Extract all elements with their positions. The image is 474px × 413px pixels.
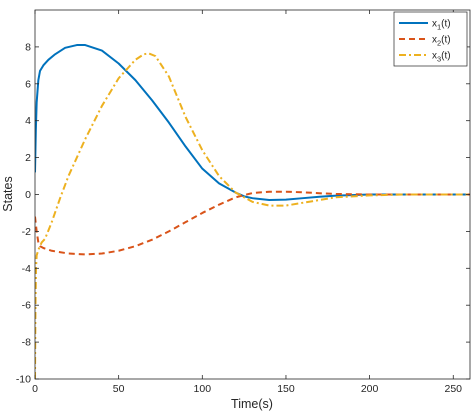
legend-label-3: x3(t) xyxy=(432,51,451,64)
axes-layer: 0 50 100 150 200 250 -10 -8 -6 -4 -2 0 2 4 6 8 xyxy=(16,9,471,395)
legend-label-2: x2(t) xyxy=(432,35,451,48)
y-tick-label: 0 xyxy=(25,189,31,201)
legend-label-subscript: 3 xyxy=(437,55,441,64)
legend-box xyxy=(393,11,468,67)
legend-label-subscript: 1 xyxy=(437,23,441,32)
y-tick-label: 2 xyxy=(25,152,31,164)
series-line-2 xyxy=(35,190,470,256)
x-tick-label: 150 xyxy=(277,383,295,395)
legend-label-1: x1(t) xyxy=(432,19,451,32)
x-tick-label: 0 xyxy=(32,383,38,395)
x-tick-label: 200 xyxy=(361,383,379,395)
y-tick-label: 8 xyxy=(25,41,31,53)
series-layer xyxy=(35,44,470,379)
y-tick-label: -4 xyxy=(22,263,31,275)
legend-label-tail: (t) xyxy=(441,51,450,62)
legend-label-tail: (t) xyxy=(441,35,450,46)
y-tick-label: 6 xyxy=(25,78,31,90)
y-tick-label: -10 xyxy=(16,374,31,386)
x-tick-label: 100 xyxy=(194,383,212,395)
x-tick-label: 250 xyxy=(445,383,463,395)
legend: x1(t)x2(t)x3(t) xyxy=(393,11,468,67)
legend-label-subscript: 2 xyxy=(437,39,441,48)
y-tick-label: 4 xyxy=(25,115,31,127)
legend-label-main: x xyxy=(432,51,437,62)
y-axis-label: States xyxy=(1,176,15,211)
legend-label-main: x xyxy=(432,19,437,30)
y-tick-label: -2 xyxy=(22,226,31,238)
legend-label-tail: (t) xyxy=(441,19,450,30)
legend-label-main: x xyxy=(432,35,437,46)
series-line-1 xyxy=(35,44,470,202)
y-tick-label: -8 xyxy=(22,337,31,349)
y-tick-label: -6 xyxy=(22,300,31,312)
x-tick-label: 50 xyxy=(113,383,125,395)
x-axis-label: Time(s) xyxy=(231,397,273,411)
